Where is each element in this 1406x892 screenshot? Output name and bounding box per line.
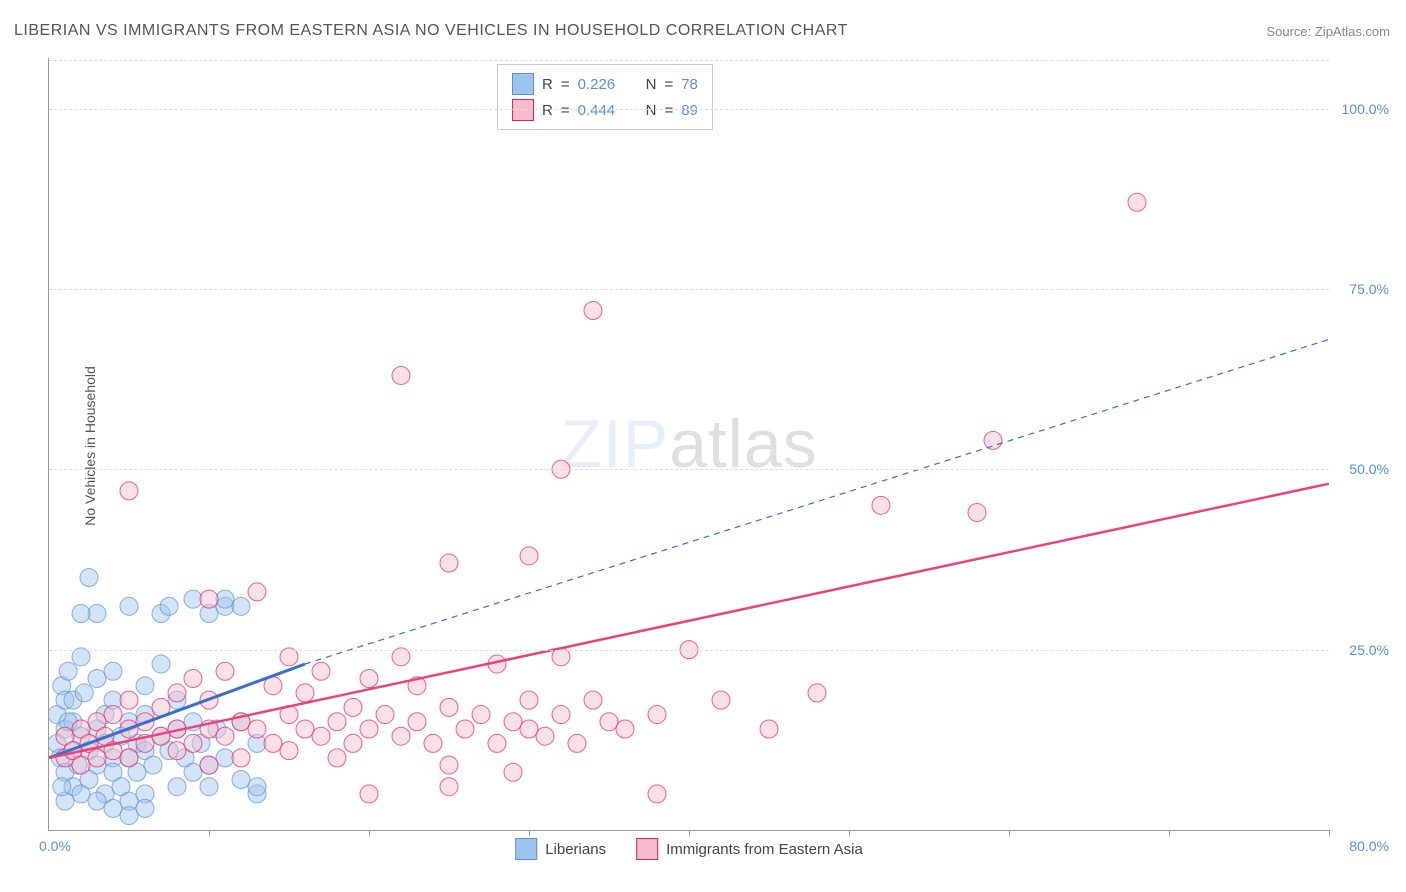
legend-n-value: 89	[681, 102, 698, 119]
legend-eq: =	[561, 76, 570, 93]
legend-r-label: R	[542, 102, 553, 119]
legend-eq: =	[664, 102, 673, 119]
y-tick-label: 25.0%	[1349, 642, 1389, 658]
legend-n-label: N	[646, 76, 657, 93]
source-attribution: Source: ZipAtlas.com	[1266, 24, 1390, 39]
legend-eq: =	[561, 102, 570, 119]
gridline	[49, 289, 1329, 290]
series-name: Immigrants from Eastern Asia	[666, 841, 863, 858]
source-name: ZipAtlas.com	[1315, 24, 1390, 39]
chart-container: LIBERIAN VS IMMIGRANTS FROM EASTERN ASIA…	[0, 0, 1406, 892]
series-legend: Liberians Immigrants from Eastern Asia	[515, 838, 863, 860]
x-axis-min-label: 0.0%	[39, 838, 71, 854]
gridline	[49, 109, 1329, 110]
x-tick	[1009, 830, 1010, 836]
legend-r-label: R	[542, 76, 553, 93]
series-legend-item: Immigrants from Eastern Asia	[636, 838, 863, 860]
chart-title: LIBERIAN VS IMMIGRANTS FROM EASTERN ASIA…	[14, 22, 848, 40]
series-legend-item: Liberians	[515, 838, 606, 860]
legend-row: R = 0.444 N = 89	[512, 97, 698, 123]
plot-area: ZIPatlas 0.0% 80.0% R=0.226N=78R=0.444N=…	[48, 58, 1329, 831]
x-tick	[1329, 830, 1330, 836]
x-tick	[849, 830, 850, 836]
legend-eq: =	[664, 76, 673, 93]
x-tick	[529, 830, 530, 836]
x-tick	[689, 830, 690, 836]
chart-svg	[49, 58, 1329, 830]
legend-swatch	[515, 838, 537, 860]
series-name: Liberians	[545, 841, 606, 858]
x-axis-max-label: 80.0%	[1349, 838, 1389, 854]
x-tick	[209, 830, 210, 836]
x-tick	[1169, 830, 1170, 836]
legend-row: R = 0.226 N = 78	[512, 71, 698, 97]
legend-r-value: 0.444	[578, 102, 638, 119]
legend-n-label: N	[646, 102, 657, 119]
legend-swatch	[512, 99, 534, 121]
gridline	[49, 650, 1329, 651]
y-tick-label: 50.0%	[1349, 461, 1389, 477]
legend-n-value: 78	[681, 76, 698, 93]
legend-r-value: 0.226	[578, 76, 638, 93]
legend-swatch	[512, 73, 534, 95]
correlation-legend: R = 0.226 N = 78 R = 0.444 N = 89	[497, 64, 713, 130]
y-tick-label: 75.0%	[1349, 281, 1389, 297]
source-prefix: Source:	[1266, 24, 1314, 39]
gridline	[49, 469, 1329, 470]
legend-swatch	[636, 838, 658, 860]
x-tick	[369, 830, 370, 836]
gridline	[49, 60, 1329, 61]
y-tick-label: 100.0%	[1342, 101, 1389, 117]
